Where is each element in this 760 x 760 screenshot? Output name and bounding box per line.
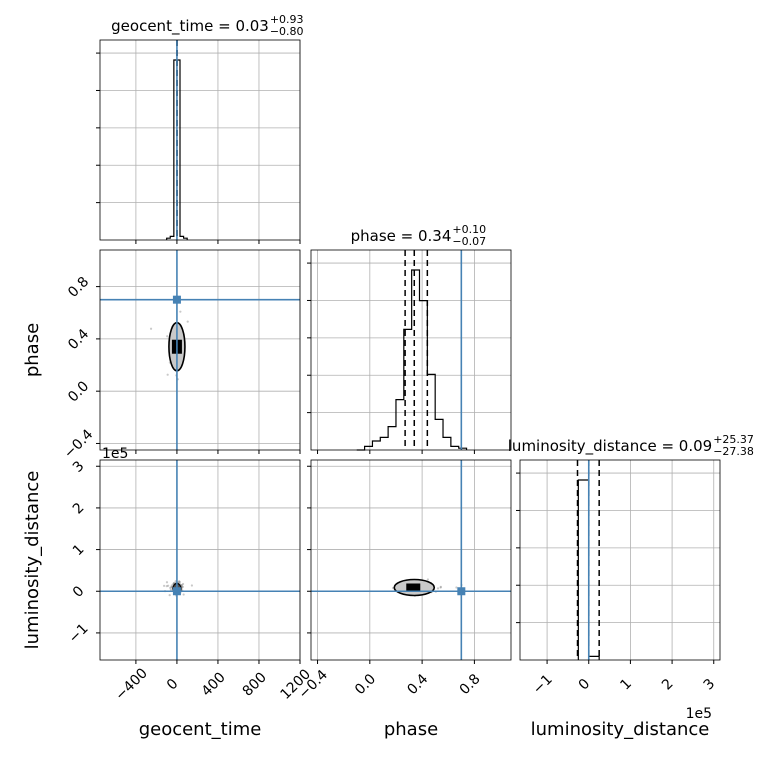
sample-point <box>170 585 173 589</box>
sample-point <box>455 586 458 589</box>
y-axis-label-phase: phase <box>22 323 43 377</box>
panel-geocent_time-vs-phase <box>96 249 301 454</box>
sample-point <box>186 320 189 323</box>
panel-frame <box>99 249 301 451</box>
panel-frame <box>99 459 301 661</box>
panel-phase-vs-luminosity_distance <box>307 459 512 664</box>
hist-panel-phase: phase = 0.34 +0.10−0.07 <box>307 223 512 454</box>
x-tick-label-luminosity_distance: 2 <box>659 676 677 694</box>
panel-title-phase: phase = 0.34 <box>351 227 452 245</box>
sample-point <box>439 586 442 589</box>
x-tick-label-phase: 0.4 <box>404 671 431 698</box>
hist-panel-luminosity_distance: luminosity_distance = 0.09 +25.37−27.38 <box>508 433 754 664</box>
sample-point <box>167 584 170 587</box>
y-tick-label-phase: 0.4 <box>65 326 92 353</box>
truth-marker <box>457 587 466 596</box>
density-core <box>406 583 421 591</box>
sample-point <box>165 581 169 584</box>
sample-point <box>170 584 173 587</box>
x-tick-label-geocent_time: 400 <box>199 669 229 699</box>
sample-point <box>182 593 185 596</box>
sample-point <box>178 580 181 583</box>
x-tick-label-phase: 0.8 <box>457 671 484 698</box>
sample-point <box>162 584 166 587</box>
panel-title-luminosity_distance: luminosity_distance = 0.09 <box>508 437 712 456</box>
panel-title-geocent_time: geocent_time = 0.03 <box>111 17 269 36</box>
sample-point <box>439 585 442 588</box>
sample-point <box>168 594 171 597</box>
sample-point <box>149 327 153 330</box>
sample-point <box>181 582 185 586</box>
x-tick-label-phase: 0.0 <box>352 671 379 698</box>
sample-point <box>166 335 169 338</box>
sample-point <box>180 583 184 587</box>
x-tick-label-luminosity_distance: 3 <box>701 676 719 694</box>
x-tick-label-luminosity_distance: 1 <box>617 676 635 694</box>
sample-point <box>426 578 430 581</box>
sample-point <box>180 585 184 588</box>
x-tick-label-luminosity_distance: −1 <box>530 672 556 698</box>
title-lower-error: −0.80 <box>270 25 304 38</box>
x-tick-label-geocent_time: −400 <box>112 665 151 704</box>
sample-point <box>165 585 168 588</box>
histogram-phase <box>356 269 468 451</box>
title-upper-error: +0.10 <box>452 223 486 236</box>
x-axis-label-phase: phase <box>384 719 438 740</box>
panel-frame <box>519 459 721 661</box>
y-tick-label-phase: −0.4 <box>61 426 96 461</box>
sample-point <box>178 580 181 584</box>
hist-panel-geocent_time: geocent_time = 0.03 +0.93−0.80 <box>96 13 304 244</box>
panel-frame <box>99 39 301 241</box>
y-axis-label-luminosity_distance: luminosity_distance <box>22 471 43 650</box>
title-upper-error: +25.37 <box>713 433 754 446</box>
truth-marker <box>172 295 181 304</box>
sample-point <box>170 585 173 589</box>
sample-point <box>181 585 184 588</box>
y-tick-label-luminosity_distance: 1 <box>70 541 88 559</box>
sample-point <box>169 588 172 591</box>
x-tick-label-luminosity_distance: 0 <box>576 676 594 694</box>
offset-text-y-luminosity: 1e5 <box>102 446 128 462</box>
panel-frame <box>310 249 512 451</box>
y-tick-label-luminosity_distance: 3 <box>70 458 88 476</box>
y-tick-label-luminosity_distance: 2 <box>70 500 88 518</box>
sample-point <box>436 587 440 590</box>
x-tick-label-geocent_time: 0 <box>164 676 182 694</box>
sample-point <box>178 581 181 584</box>
y-tick-label-phase: 0.0 <box>65 378 92 405</box>
offset-text-x-luminosity: 1e5 <box>686 706 712 722</box>
y-tick-label-phase: 0.8 <box>65 274 92 301</box>
sample-point <box>179 310 182 313</box>
truth-marker <box>172 587 181 596</box>
panel-geocent_time-vs-luminosity_distance <box>96 459 301 664</box>
x-axis-label-luminosity_distance: luminosity_distance <box>531 719 710 740</box>
title-lower-error: −27.38 <box>713 445 754 458</box>
sample-point <box>169 586 172 589</box>
y-tick-label-luminosity_distance: −1 <box>66 621 92 647</box>
title-lower-error: −0.07 <box>452 235 486 248</box>
x-tick-label-geocent_time: 800 <box>240 669 270 699</box>
panel-frame <box>310 459 512 661</box>
y-tick-label-luminosity_distance: 0 <box>70 583 88 601</box>
sample-point <box>190 584 194 587</box>
x-axis-label-geocent_time: geocent_time <box>139 719 262 740</box>
title-upper-error: +0.93 <box>270 13 304 26</box>
sample-point <box>166 373 169 376</box>
